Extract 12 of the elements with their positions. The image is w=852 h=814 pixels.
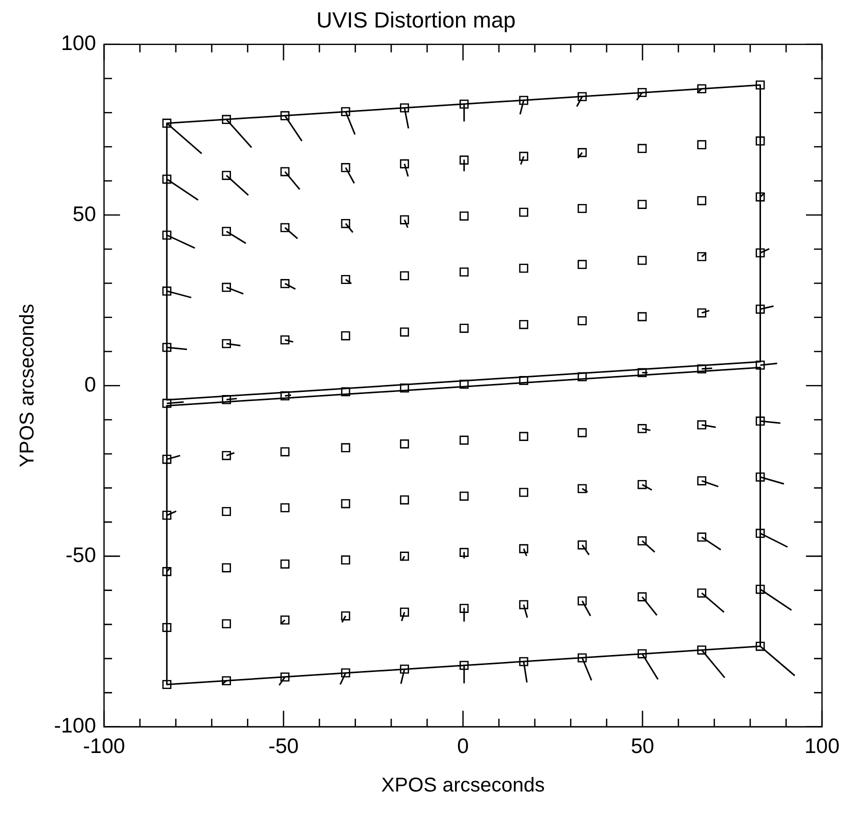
y-tick-label: -100: [54, 714, 96, 738]
y-tick-label: 0: [84, 373, 96, 396]
y-tick-label: -50: [66, 544, 96, 567]
x-tick-label: -50: [268, 735, 299, 758]
x-tick-label: 100: [804, 735, 840, 758]
chart-title: UVIS Distortion map: [316, 7, 516, 32]
x-axis-title: XPOS arcseconds: [381, 774, 545, 797]
x-tick-label: 50: [630, 735, 654, 758]
y-tick-label: 100: [60, 32, 96, 56]
y-tick-label: 50: [72, 202, 96, 226]
y-axis-title: YPOS arcseconds: [16, 304, 39, 468]
x-tick-label: 0: [457, 735, 469, 758]
